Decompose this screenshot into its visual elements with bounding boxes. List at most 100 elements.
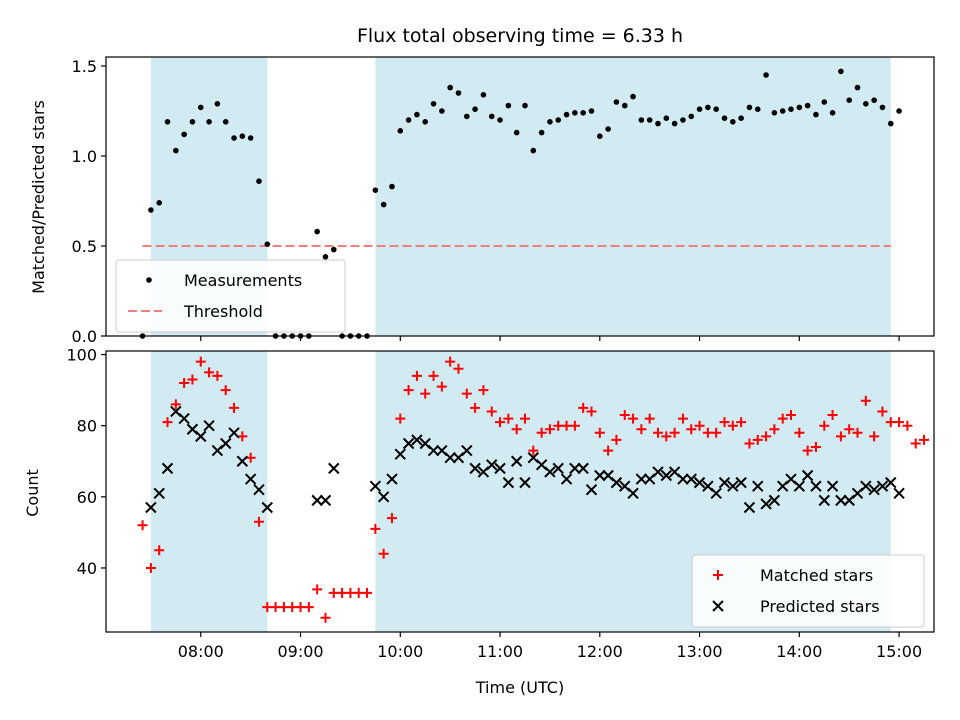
measurements-point: [788, 106, 794, 112]
predicted-stars-point: [377, 491, 390, 503]
matched-stars-point: [802, 445, 813, 456]
matched-stars-point: [669, 427, 680, 438]
predicted-stars-point: [153, 487, 165, 499]
matched-stars-point: [769, 424, 780, 435]
bottom-x-tick-label: 11:00: [477, 642, 523, 661]
measurements-point: [580, 110, 586, 116]
top-y-tick-label: 1.0: [72, 147, 97, 166]
matched-stars-point: [503, 413, 514, 424]
predicted-stars-point: [743, 501, 756, 514]
measurements-point: [330, 246, 337, 253]
matched-stars-point: [395, 413, 406, 424]
measurements-point: [522, 102, 528, 109]
legend-label-predicted-stars: Predicted stars: [760, 597, 880, 616]
measurements-point: [380, 201, 387, 208]
measurements-point: [779, 108, 786, 114]
legend-marker-predicted-stars: [712, 600, 724, 612]
predicted-stars-point: [893, 487, 905, 499]
measurements-point: [871, 97, 877, 103]
matched-stars-point: [237, 431, 248, 442]
predicted-stars-point: [735, 476, 747, 489]
matched-stars-point: [827, 410, 838, 421]
measurements-point: [572, 110, 578, 116]
matched-stars-point: [461, 388, 472, 399]
matched-stars-point: [170, 399, 181, 410]
matched-stars-point: [528, 445, 539, 456]
measurements-point: [181, 131, 187, 138]
matched-stars-point: [578, 402, 589, 413]
top-axes-frame: [105, 56, 935, 337]
predicted-stars-point: [627, 487, 639, 499]
measurements-point: [863, 101, 869, 107]
matched-stars-point: [303, 602, 314, 613]
matched-stars-point: [486, 406, 497, 417]
bottom-y-tick-label: 100: [66, 346, 97, 365]
matched-stars-point: [370, 523, 381, 534]
predicted-stars-point: [228, 427, 240, 439]
predicted-stars-point: [860, 480, 872, 492]
top-legend-box: [115, 259, 346, 333]
measurements-point: [530, 147, 537, 154]
matched-stars-point: [711, 427, 722, 438]
measurements-point: [713, 106, 719, 112]
measurements-point: [896, 108, 902, 114]
measurements-point: [189, 119, 196, 125]
measurements-point: [746, 104, 753, 111]
measurements-point: [605, 126, 611, 132]
predicted-stars-point: [494, 462, 506, 475]
matched-stars-point: [777, 413, 788, 424]
matched-stars-point: [786, 410, 797, 421]
bottom-x-tick-label: 08:00: [178, 642, 224, 661]
measurements-point: [439, 108, 445, 114]
measurements-point: [206, 119, 212, 125]
matched-stars-point: [154, 545, 165, 556]
predicted-stars-point: [369, 480, 382, 492]
predicted-stars-point: [876, 480, 889, 492]
matched-stars-point: [594, 427, 605, 438]
matched-stars-point: [162, 417, 173, 428]
bottom-axes-frame: [105, 350, 935, 633]
matched-stars-point: [586, 406, 597, 417]
measurements-point: [389, 183, 395, 190]
bottom-panel: 40 60 80 100 08:00 09:00 10:00 11:00 12:00 13:00 1…: [66, 346, 935, 661]
measurements-point: [721, 115, 728, 121]
predicted-stars-point: [652, 466, 664, 478]
matched-stars-point: [727, 420, 738, 431]
measurements-point: [397, 128, 404, 134]
predicted-stars-point: [768, 494, 781, 507]
measurements-point: [621, 102, 628, 109]
measurements-point: [430, 101, 437, 107]
predicted-stars-point: [610, 476, 623, 489]
matched-stars-point: [628, 413, 639, 424]
bottom-x-tick-label: 14:00: [776, 642, 822, 661]
legend-marker-measurements: [146, 277, 152, 283]
measurements-point: [447, 84, 453, 91]
measurements-point: [688, 113, 695, 120]
bottom-x-tick-label: 10:00: [377, 642, 423, 661]
measurements-point: [613, 99, 620, 105]
predicted-stars-point: [585, 484, 598, 496]
predicted-stars-point: [577, 462, 589, 475]
measurements-point: [879, 104, 886, 111]
matched-stars-point: [204, 367, 215, 378]
predicted-stars-point: [868, 484, 880, 496]
matched-stars-point: [919, 434, 930, 445]
bottom-x-tick-label: 15:00: [876, 642, 922, 661]
measurements-point: [264, 241, 271, 247]
matched-stars-point: [844, 424, 855, 435]
legend-label-threshold: Threshold: [183, 302, 263, 321]
matched-stars-point: [636, 424, 647, 435]
measurements-point: [231, 135, 237, 141]
measurements-point: [472, 106, 478, 112]
matched-stars-point: [445, 356, 456, 367]
measurements-point: [705, 104, 711, 111]
legend-marker-matched-stars: [713, 570, 723, 580]
predicted-stars-point: [244, 473, 257, 485]
predicted-stars-point: [885, 476, 897, 489]
predicted-stars-point: [253, 484, 265, 496]
predicted-stars-point: [519, 476, 531, 489]
matched-stars-point: [470, 402, 481, 413]
top-y-axis-label: Matched/Predicted stars: [29, 100, 48, 294]
matched-stars-point: [894, 417, 905, 428]
matched-stars-point: [453, 363, 464, 374]
